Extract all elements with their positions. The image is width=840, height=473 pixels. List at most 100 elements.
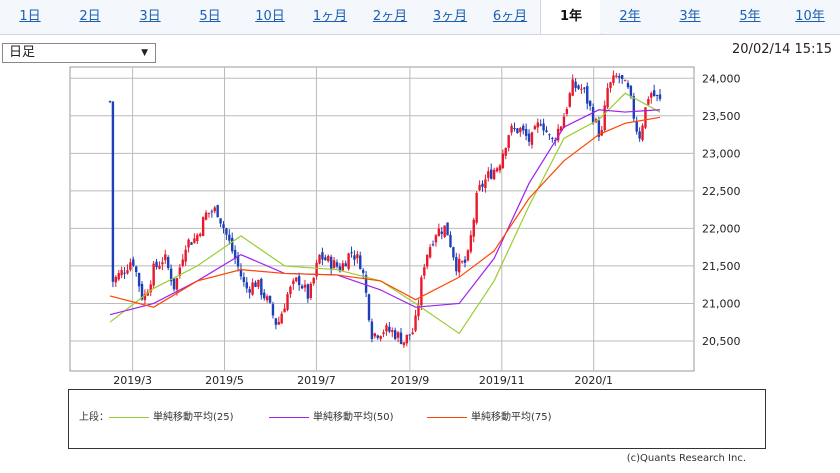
candle-body: [114, 276, 118, 283]
candle-body: [231, 237, 234, 252]
candle-body: [652, 90, 656, 97]
candle-body: [420, 277, 423, 306]
candle-body: [391, 330, 394, 333]
candle-body: [263, 292, 266, 299]
candle-body: [615, 75, 618, 77]
candle-body: [338, 266, 342, 272]
candle-body: [388, 326, 391, 332]
candle-body: [321, 252, 324, 260]
legend-line-ma50: [269, 416, 309, 418]
candle-body: [379, 335, 382, 339]
candle-body: [524, 128, 528, 136]
candle-body: [120, 270, 123, 276]
candle-body: [455, 257, 458, 272]
tab-5[interactable]: 1ヶ月: [300, 0, 361, 33]
candle-body: [155, 261, 158, 268]
tab-11[interactable]: 3年: [660, 0, 721, 33]
candle-body: [440, 231, 443, 234]
interval-select[interactable]: 日足 ▼: [2, 43, 156, 63]
candle-body: [152, 263, 155, 286]
candle-body: [167, 257, 170, 268]
candle-body: [117, 273, 120, 280]
ma-line-2: [109, 116, 661, 308]
tab-10[interactable]: 2年: [600, 0, 661, 33]
tab-7[interactable]: 3ヶ月: [420, 0, 481, 33]
candle-body: [428, 247, 432, 258]
candle-body: [460, 261, 464, 263]
candle-body: [222, 224, 225, 228]
candle-body: [591, 106, 595, 123]
candle-body: [405, 334, 409, 344]
candle-body: [126, 270, 129, 274]
candle-body: [344, 263, 347, 267]
tab-9[interactable]: 1年: [540, 0, 602, 34]
y-tick-label: 22,500: [702, 185, 741, 198]
candle-body: [586, 86, 589, 104]
candle-body: [603, 105, 606, 131]
candle-body: [178, 267, 182, 276]
candle-body: [332, 260, 336, 269]
candle-body: [280, 313, 283, 324]
candle-body: [329, 256, 333, 269]
candle-body: [213, 207, 216, 212]
candle-body: [353, 255, 356, 260]
candle-body: [472, 219, 475, 237]
candle-body: [632, 96, 636, 119]
candle-body: [490, 169, 493, 179]
y-tick-label: 22,000: [702, 222, 741, 235]
candle-body: [469, 235, 473, 252]
candle-body: [341, 263, 345, 271]
candle-body: [452, 247, 455, 258]
candle-body: [242, 277, 246, 283]
candle-body: [655, 94, 659, 96]
candle-body: [169, 268, 173, 282]
tab-13[interactable]: 10年: [780, 0, 840, 33]
candle-body: [458, 258, 461, 273]
candle-body: [650, 93, 653, 98]
candle-body: [364, 275, 368, 293]
tab-4[interactable]: 10日: [240, 0, 301, 33]
candle-body: [324, 257, 327, 261]
candle-body: [647, 98, 650, 105]
candle-body: [577, 85, 580, 89]
candle-body: [327, 255, 330, 262]
candle-body: [225, 228, 228, 235]
candle-body: [530, 132, 534, 145]
tab-6[interactable]: 2ヶ月: [360, 0, 421, 33]
candle-body: [295, 277, 298, 282]
chevron-down-icon: ▼: [141, 48, 148, 58]
candle-body: [597, 120, 601, 137]
candle-body: [108, 101, 112, 103]
candle-body: [431, 244, 435, 246]
tab-1[interactable]: 2日: [60, 0, 121, 33]
candle-body: [519, 128, 522, 133]
candle-body: [245, 282, 248, 289]
candle-body: [274, 318, 278, 325]
legend-item-ma75: 単純移動平均(75): [427, 408, 552, 423]
candle-body: [239, 269, 243, 277]
candle-body: [501, 153, 505, 168]
tab-8[interactable]: 6ヶ月: [480, 0, 541, 33]
candle-body: [233, 250, 237, 259]
legend-line-ma75: [427, 416, 467, 418]
candle-body: [527, 133, 531, 142]
candle-body: [175, 278, 179, 290]
timestamp: 20/02/14 15:15: [732, 42, 832, 57]
x-tick-label: 2019/11: [479, 374, 525, 387]
y-tick-label: 20,500: [702, 335, 741, 348]
candle-body: [312, 277, 315, 284]
x-tick-label: 2019/7: [297, 374, 336, 387]
candle-body: [545, 130, 548, 133]
period-tabs: 1日 2日 3日 5日 10日 1ヶ月 2ヶ月 3ヶ月 6ヶ月 1年 2年 3年 5年 10年: [0, 0, 840, 35]
candle-body: [408, 334, 411, 336]
candle-body: [507, 135, 510, 148]
x-tick-label: 2019/3: [113, 374, 152, 387]
candle-body: [292, 280, 295, 285]
y-tick-label: 23,000: [702, 147, 741, 160]
candle-body: [443, 225, 446, 237]
tab-0[interactable]: 1日: [0, 0, 61, 33]
candle-body: [370, 321, 374, 340]
tab-12[interactable]: 5年: [720, 0, 781, 33]
candle-body: [149, 284, 152, 293]
candle-body: [283, 308, 286, 313]
